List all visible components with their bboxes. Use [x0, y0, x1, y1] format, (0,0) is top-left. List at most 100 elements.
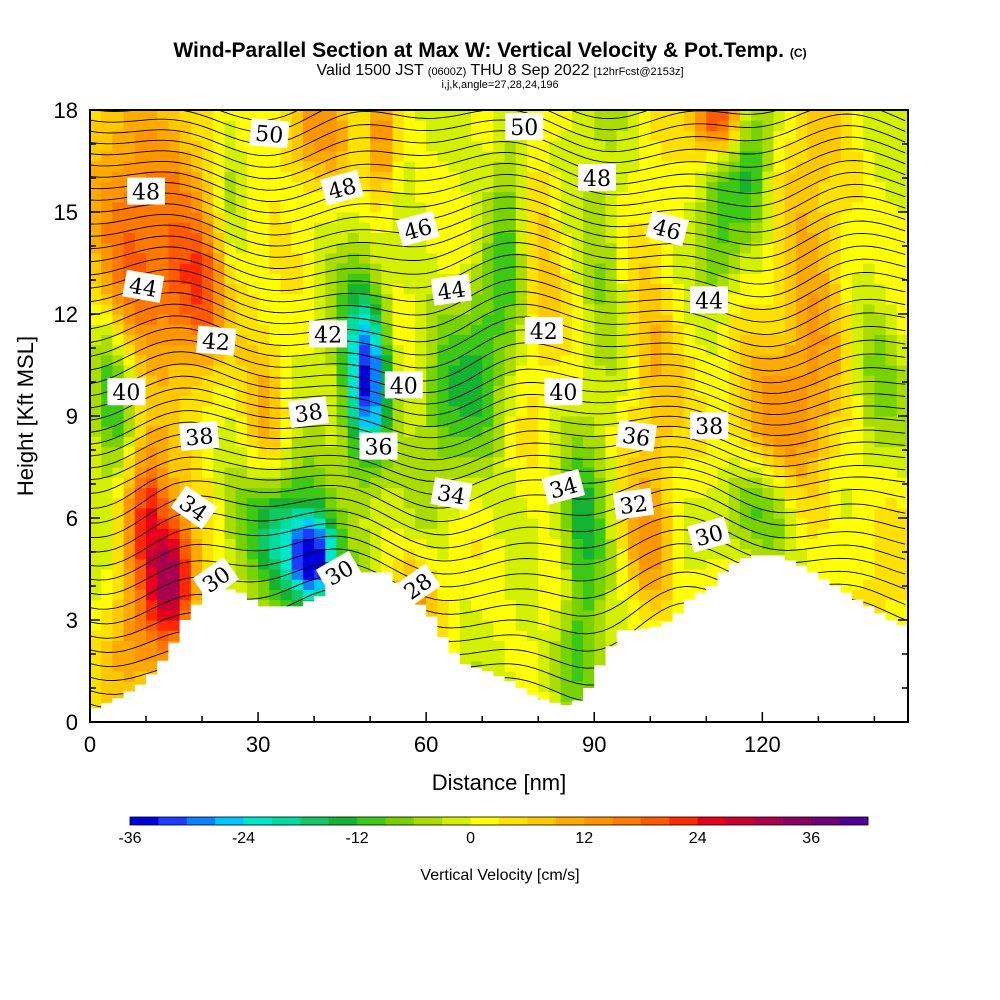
velocity-cell: [381, 405, 394, 417]
velocity-cell: [739, 303, 752, 315]
velocity-cell: [549, 446, 562, 458]
velocity-cell: [493, 140, 506, 152]
velocity-cell: [605, 222, 618, 233]
velocity-cell: [583, 140, 595, 152]
velocity-cell: [426, 110, 438, 121]
velocity-cell: [863, 375, 875, 386]
velocity-cell: [795, 150, 808, 162]
velocity-cell: [874, 324, 887, 335]
velocity-cell: [594, 436, 607, 448]
velocity-cell: [347, 528, 360, 539]
velocity-cell: [168, 293, 181, 305]
velocity-cell: [470, 303, 483, 315]
velocity-cell: [717, 130, 730, 142]
velocity-cell: [246, 150, 259, 162]
velocity-cell: [358, 334, 371, 346]
velocity-cell: [661, 110, 674, 121]
velocity-cell: [863, 528, 875, 539]
velocity-cell: [291, 252, 304, 264]
velocity-cell: [202, 518, 214, 529]
velocity-cell: [168, 283, 181, 295]
velocity-cell: [762, 242, 775, 254]
velocity-cell: [347, 467, 360, 478]
velocity-cell: [639, 242, 651, 254]
velocity-cell: [795, 426, 808, 437]
velocity-cell: [459, 528, 472, 539]
velocity-cell: [426, 150, 438, 162]
velocity-cell: [885, 334, 898, 346]
velocity-cell: [583, 599, 595, 611]
velocity-cell: [426, 303, 438, 315]
velocity-cell: [739, 263, 752, 274]
velocity-cell: [448, 446, 461, 458]
velocity-cell: [706, 456, 719, 468]
velocity-cell: [202, 405, 214, 417]
velocity-cell: [762, 497, 775, 509]
velocity-cell: [851, 416, 864, 427]
velocity-cell: [280, 395, 293, 407]
velocity-cell: [560, 150, 573, 162]
velocity-cell: [627, 120, 640, 131]
velocity-cell: [504, 507, 517, 519]
velocity-cell: [224, 273, 237, 284]
velocity-cell: [314, 161, 326, 172]
theta-contour-line: [90, 456, 906, 496]
velocity-cell: [515, 293, 528, 305]
velocity-cell: [358, 273, 371, 284]
velocity-cell: [504, 222, 517, 233]
velocity-cell: [269, 477, 282, 488]
velocity-cell: [168, 467, 181, 478]
velocity-cell: [246, 334, 259, 346]
velocity-cell: [336, 273, 349, 284]
velocity-cell: [527, 630, 539, 641]
velocity-cell: [504, 344, 517, 356]
velocity-cell: [235, 487, 248, 499]
velocity-cell: [90, 232, 102, 244]
velocity-cell: [168, 212, 181, 223]
velocity-cell: [403, 395, 416, 407]
velocity-cell: [784, 314, 797, 325]
velocity-cell: [90, 181, 102, 193]
velocity-cell: [336, 201, 349, 213]
velocity-cell: [493, 467, 506, 478]
velocity-cell: [795, 538, 808, 550]
velocity-cell: [101, 426, 114, 437]
velocity-cell: [370, 120, 382, 131]
velocity-cell: [325, 528, 338, 539]
velocity-cell: [112, 191, 125, 203]
velocity-cell: [728, 120, 741, 131]
velocity-cell: [426, 477, 438, 488]
velocity-cell: [235, 344, 248, 356]
velocity-cell: [336, 436, 349, 448]
velocity-cell: [874, 263, 887, 274]
velocity-cell: [751, 538, 763, 550]
velocity-cell: [829, 324, 842, 335]
velocity-cell: [358, 150, 371, 162]
velocity-cell: [896, 395, 908, 407]
velocity-cell: [325, 130, 338, 142]
velocity-cell: [90, 110, 102, 121]
velocity-cell: [728, 467, 741, 478]
velocity-cell: [134, 436, 147, 448]
velocity-cell: [549, 589, 562, 601]
velocity-cell: [370, 273, 382, 284]
velocity-cell: [224, 161, 237, 172]
velocity-cell: [751, 263, 763, 274]
velocity-cell: [829, 375, 842, 386]
velocity-cell: [347, 426, 360, 437]
velocity-cell: [527, 405, 539, 417]
velocity-cell: [258, 324, 270, 335]
velocity-cell: [616, 150, 629, 162]
velocity-cell: [863, 222, 875, 233]
velocity-cell: [695, 344, 707, 356]
velocity-cell: [202, 303, 214, 315]
velocity-cell: [302, 365, 315, 376]
velocity-cell: [101, 365, 114, 376]
velocity-cell: [773, 314, 786, 325]
velocity-cell: [504, 181, 517, 193]
velocity-cell: [426, 446, 438, 458]
velocity-cell: [448, 201, 461, 213]
velocity-cell: [672, 569, 685, 580]
velocity-cell: [683, 518, 696, 529]
velocity-cell: [706, 201, 719, 213]
